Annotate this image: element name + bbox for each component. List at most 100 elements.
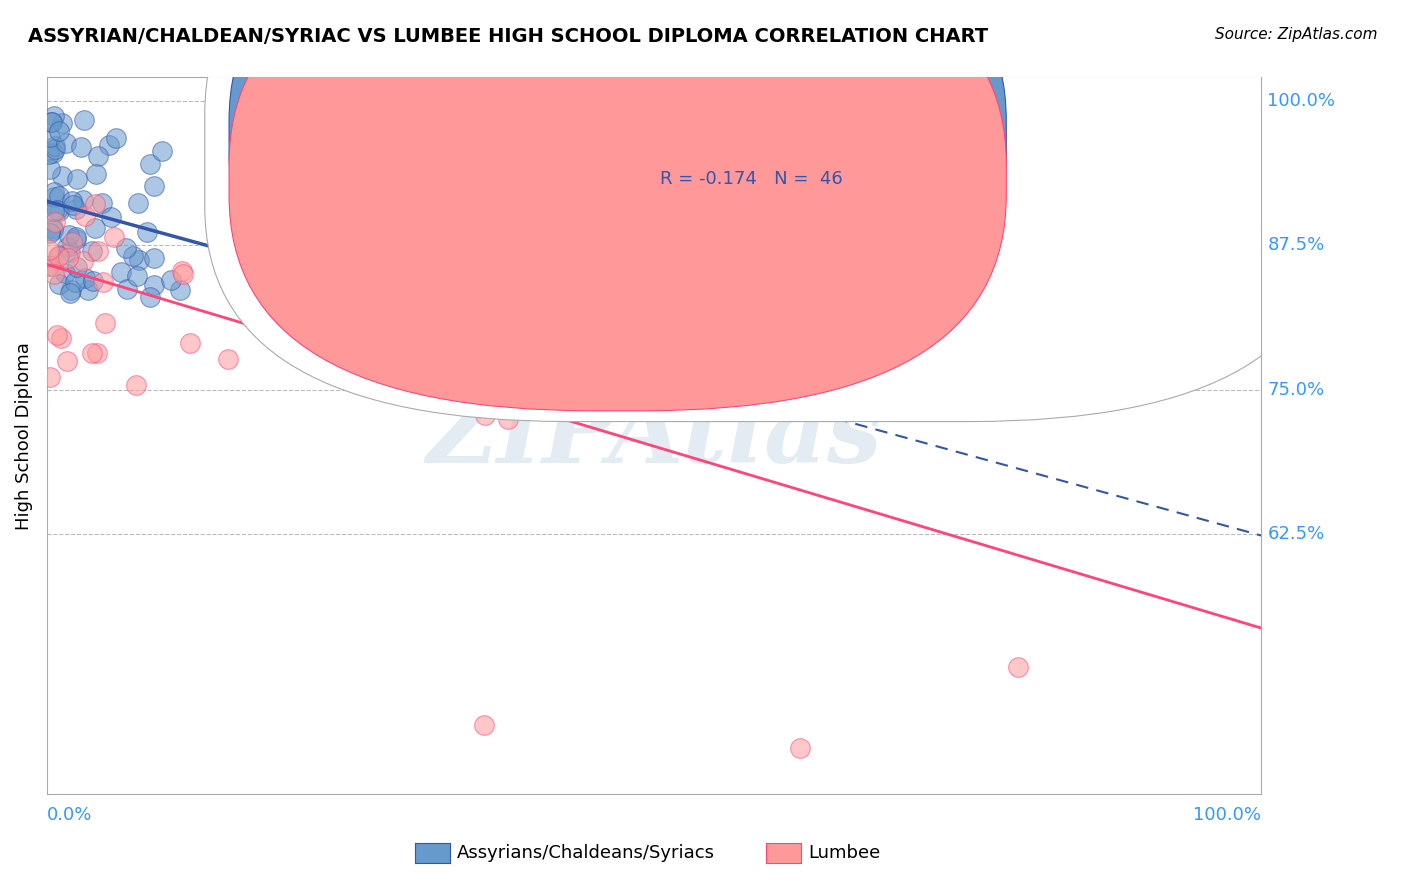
Point: [41, 115, 63, 129]
Point: [128, 252, 150, 267]
Point: [159, 273, 181, 287]
Text: ASSYRIAN/CHALDEAN/SYRIAC VS LUMBEE HIGH SCHOOL DIPLOMA CORRELATION CHART: ASSYRIAN/CHALDEAN/SYRIAC VS LUMBEE HIGH …: [28, 27, 988, 45]
Point: [49, 331, 72, 345]
FancyBboxPatch shape: [229, 0, 1007, 411]
Point: [46, 249, 69, 263]
Point: [172, 267, 194, 281]
Point: [65, 232, 87, 246]
Point: [395, 353, 418, 368]
Point: [60, 235, 83, 250]
Point: [42, 267, 65, 281]
Point: [42, 146, 65, 161]
Point: [291, 290, 314, 304]
Point: [217, 352, 239, 367]
Point: [56, 354, 79, 368]
Point: [44, 215, 66, 229]
Text: ZIPAtlas: ZIPAtlas: [426, 389, 882, 483]
Point: [115, 282, 138, 296]
Point: [86, 346, 108, 360]
Point: [364, 357, 387, 371]
Point: [65, 202, 87, 217]
Point: [1007, 660, 1029, 674]
Point: [70, 140, 93, 154]
Point: [474, 409, 496, 423]
Point: [83, 221, 105, 235]
Point: [115, 241, 138, 255]
Point: [239, 311, 262, 326]
Point: [257, 290, 280, 304]
Point: [72, 193, 94, 207]
Point: [82, 274, 104, 288]
Point: [443, 290, 465, 304]
Point: [98, 138, 121, 153]
Point: [103, 230, 125, 244]
Point: [51, 116, 73, 130]
Text: R = -0.122   N =  81: R = -0.122 N = 81: [661, 126, 842, 144]
Point: [41, 222, 63, 236]
Point: [41, 260, 63, 274]
Point: [304, 232, 326, 246]
Point: [55, 240, 77, 254]
FancyBboxPatch shape: [205, 0, 1334, 422]
Point: [143, 178, 166, 193]
Point: [150, 145, 173, 159]
Point: [60, 194, 83, 208]
Point: [498, 412, 520, 426]
Point: [44, 139, 66, 153]
Point: [48, 249, 70, 263]
Point: [44, 142, 66, 156]
Point: [39, 115, 62, 129]
Point: [38, 259, 60, 273]
Point: [143, 252, 166, 266]
Point: [127, 268, 149, 283]
Point: [284, 290, 307, 304]
Point: [48, 189, 70, 203]
Point: [44, 185, 66, 199]
Point: [46, 203, 69, 218]
Point: [87, 244, 110, 259]
Point: [472, 718, 495, 732]
Point: [91, 195, 114, 210]
Point: [276, 290, 298, 304]
Point: [437, 229, 460, 244]
Point: [470, 293, 492, 307]
Point: [136, 225, 159, 239]
Point: [405, 278, 427, 293]
Point: [474, 319, 496, 334]
Point: [51, 169, 73, 183]
Text: 100.0%: 100.0%: [1267, 92, 1336, 110]
Text: Source: ZipAtlas.com: Source: ZipAtlas.com: [1215, 27, 1378, 42]
Point: [87, 149, 110, 163]
Point: [125, 377, 148, 392]
Point: [765, 264, 787, 278]
Point: [42, 220, 65, 235]
Point: [522, 244, 544, 258]
Point: [46, 328, 69, 343]
Point: [39, 161, 62, 176]
Point: [75, 209, 97, 223]
Point: [58, 228, 80, 243]
Point: [75, 271, 97, 285]
Point: [42, 109, 65, 123]
Point: [789, 741, 811, 756]
Point: [77, 283, 100, 297]
Point: [80, 345, 103, 359]
Point: [59, 245, 82, 260]
Point: [169, 283, 191, 297]
Text: R = -0.174   N =  46: R = -0.174 N = 46: [661, 170, 844, 188]
Point: [48, 204, 70, 219]
Point: [55, 136, 77, 151]
Point: [53, 266, 76, 280]
Point: [288, 192, 311, 206]
Point: [336, 225, 359, 239]
Point: [66, 172, 89, 186]
Point: [44, 204, 66, 219]
Point: [38, 226, 60, 240]
Point: [240, 221, 263, 235]
Text: Assyrians/Chaldeans/Syriacs: Assyrians/Chaldeans/Syriacs: [457, 844, 714, 862]
Point: [221, 255, 243, 269]
Point: [139, 157, 162, 171]
Point: [65, 229, 87, 244]
Point: [475, 306, 498, 320]
Point: [59, 283, 82, 297]
